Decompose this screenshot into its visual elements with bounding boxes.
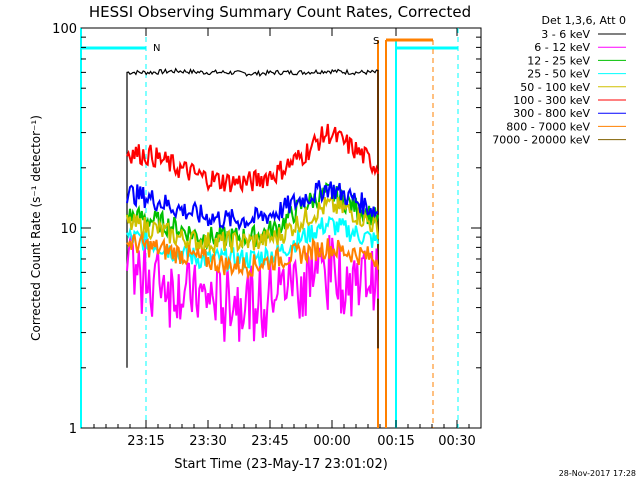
y-tick-label: 10 xyxy=(60,222,77,237)
x-tick-label: 23:45 xyxy=(251,434,288,449)
legend-label: 800 - 7000 keV xyxy=(506,120,590,133)
x-tick-label: 23:30 xyxy=(189,434,226,449)
series-line-1 xyxy=(126,234,379,342)
legend-label: 50 - 100 keV xyxy=(520,81,590,94)
legend-label: 12 - 25 keV xyxy=(527,54,590,67)
chart-title: HESSI Observing Summary Count Rates, Cor… xyxy=(89,3,471,21)
legend-label: 3 - 6 keV xyxy=(541,28,590,41)
series-line-6 xyxy=(126,180,379,232)
saa-label: S xyxy=(373,36,379,47)
y-tick-label: 1 xyxy=(69,422,77,437)
legend-label: 300 - 800 keV xyxy=(513,107,590,120)
legend-label: 7000 - 20000 keV xyxy=(492,134,590,147)
legend-title: Det 1,3,6, Att 0 xyxy=(542,14,626,27)
x-tick-label: 23:15 xyxy=(127,434,164,449)
y-axis-label: Corrected Count Rate (s⁻¹ detector⁻¹) xyxy=(29,115,43,341)
legend-label: 25 - 50 keV xyxy=(527,68,590,81)
series-line-5 xyxy=(126,123,379,194)
series-line-0 xyxy=(126,67,379,368)
series-line-4 xyxy=(126,192,379,254)
x-tick-label: 00:30 xyxy=(438,434,475,449)
x-tick-label: 00:00 xyxy=(313,434,350,449)
axis-layer: 23:15 23:30 23:45 00:00 00:15 00:30 1 10 100 xyxy=(52,22,481,449)
legend-label: 6 - 12 keV xyxy=(534,41,590,54)
series-line-7 xyxy=(126,231,379,281)
y-tick-label: 100 xyxy=(52,22,77,37)
x-tick-label: 00:15 xyxy=(377,434,414,449)
night-label: N xyxy=(153,43,160,54)
series-layer xyxy=(126,67,379,368)
marker-layer: NS xyxy=(80,28,459,428)
legend-label: 100 - 300 keV xyxy=(513,94,590,107)
x-axis-label: Start Time (23-May-17 23:01:02) xyxy=(174,457,388,472)
footer-timestamp: 28-Nov-2017 17:28 xyxy=(559,469,636,478)
